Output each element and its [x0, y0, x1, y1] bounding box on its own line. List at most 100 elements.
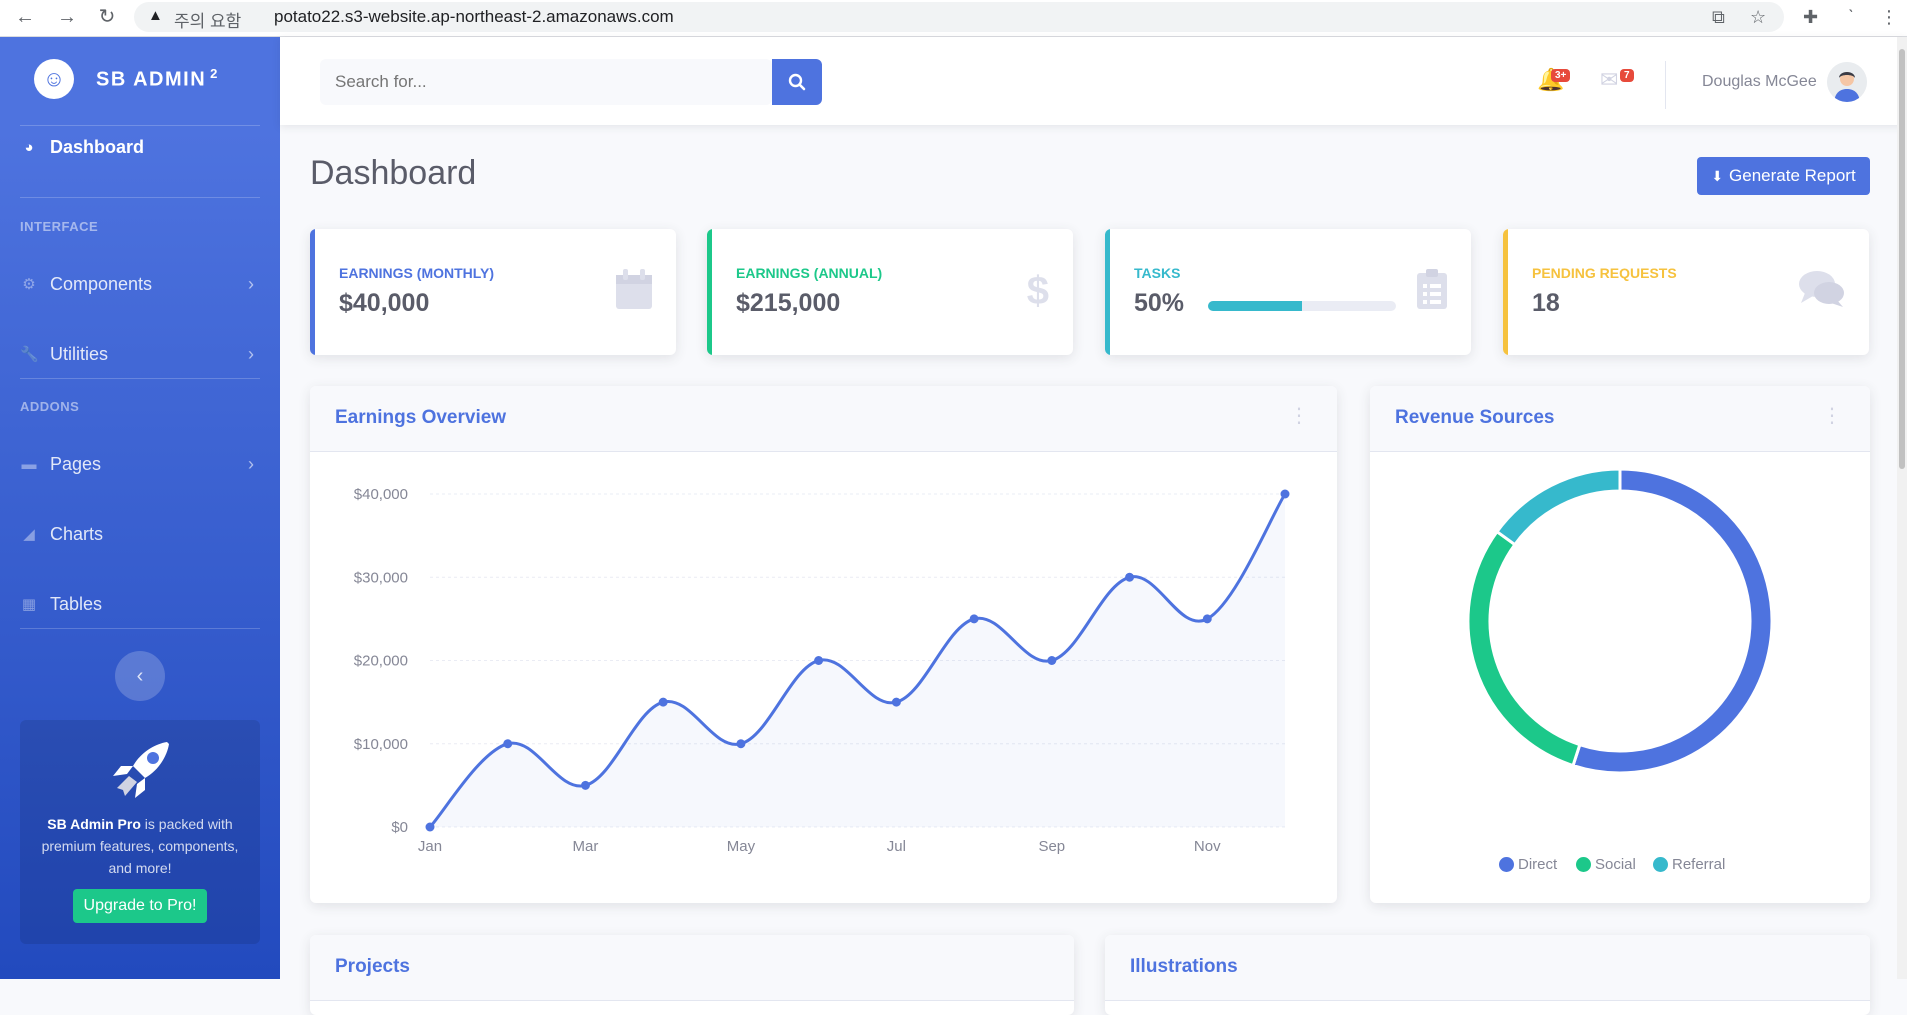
data-point	[425, 822, 435, 832]
forward-arrow-icon[interactable]: →	[57, 6, 77, 28]
generate-report-label: Generate Report	[1729, 166, 1856, 185]
sidebar: ☺ SB ADMIN 2 ◕ Dashboard INTERFACE ⚙ Comp…	[0, 37, 280, 979]
sidebar-divider	[20, 197, 260, 198]
sidebar-heading-addons: ADDONS	[20, 399, 80, 414]
brand-text: SB ADMIN	[96, 68, 207, 91]
legend-item-direct: Direct	[1499, 856, 1557, 873]
card-header: Revenue Sources ⋮	[1370, 386, 1870, 452]
stat-card-pending-requests: Pending Requests 18	[1503, 229, 1869, 355]
sidebar-item-label: Tables	[50, 593, 103, 614]
search-input[interactable]	[320, 59, 760, 105]
comments-icon	[1799, 269, 1845, 319]
clipboard-list-icon	[1417, 269, 1447, 319]
messages-badge: 7	[1620, 69, 1634, 82]
illustrations-card: Illustrations	[1105, 935, 1870, 1015]
legend-item-referral: Referral	[1653, 856, 1725, 873]
sidebar-item-charts[interactable]: ◢ Charts	[20, 519, 260, 549]
earnings-overview-card: Earnings Overview ⋮ $0 $10,000 $20,000 $30,…	[310, 386, 1337, 903]
profile-icon[interactable]: ˋ	[1848, 7, 1854, 27]
sidebar-item-label: Dashboard	[50, 136, 145, 157]
legend-dot	[1576, 857, 1591, 872]
card-accent-bar	[1105, 229, 1110, 355]
generate-report-button[interactable]: ⬇ Generate Report	[1697, 157, 1870, 195]
menu-dots-icon[interactable]: ⋮	[1880, 7, 1898, 27]
url-text[interactable]: potato22.s3-website.ap-northeast-2.amazo…	[274, 7, 674, 26]
y-tick-label: $0	[391, 819, 408, 836]
sidebar-toggle-button[interactable]: ‹	[115, 651, 165, 701]
translate-icon[interactable]: ⧉	[1712, 7, 1725, 27]
card-header: Illustrations	[1105, 935, 1870, 1001]
sidebar-item-label: Utilities	[50, 343, 109, 364]
x-tick-label: Sep	[1038, 838, 1065, 855]
scrollbar-thumb[interactable]	[1899, 49, 1905, 469]
address-bar[interactable]: ▲ 주의 요함 potato22.s3-website.ap-northeast…	[134, 2, 1784, 32]
avatar[interactable]	[1827, 62, 1867, 102]
data-point	[580, 780, 590, 790]
sidebar-item-pages[interactable]: ▬ Pages ›	[20, 449, 260, 479]
download-icon: ⬇	[1711, 167, 1724, 184]
envelope-icon[interactable]: ✉	[1600, 67, 1619, 92]
card-header: Projects	[310, 935, 1074, 1001]
stat-value: $215,000	[736, 289, 841, 317]
x-tick-label: Mar	[573, 838, 599, 855]
rocket-illustration	[20, 738, 260, 805]
calendar-icon	[616, 269, 652, 319]
donut-slice-direct	[1571, 467, 1774, 775]
brand-link[interactable]: ☺ SB ADMIN 2	[34, 59, 219, 99]
sidebar-item-tables[interactable]: ▦ Tables	[20, 589, 260, 619]
stat-card-earnings-monthly: Earnings (Monthly) $40,000	[310, 229, 676, 355]
search-button[interactable]	[772, 59, 822, 105]
data-point	[814, 656, 824, 665]
user-name[interactable]: Douglas McGee	[1702, 73, 1817, 90]
wrench-icon: 🔧	[20, 346, 39, 363]
topbar: 🔔 3+ ✉ 7 Douglas McGee	[280, 37, 1907, 125]
sidebar-item-components[interactable]: ⚙ Components ›	[20, 269, 260, 299]
sidebar-item-dashboard[interactable]: ◕ Dashboard	[20, 122, 260, 172]
stat-value: $40,000	[339, 289, 430, 317]
progress-fill	[1208, 301, 1302, 311]
alerts-badge: 3+	[1551, 69, 1571, 82]
x-tick-label: Jul	[887, 838, 906, 855]
stat-label: Tasks	[1134, 265, 1181, 281]
x-tick-label: Jan	[418, 838, 442, 855]
extensions-icon[interactable]: ✚	[1803, 7, 1819, 27]
card-accent-bar	[707, 229, 712, 355]
legend-label: Social	[1595, 856, 1636, 873]
legend-dot	[1499, 857, 1514, 872]
card-accent-bar	[310, 229, 315, 355]
warning-icon[interactable]: ▲	[148, 7, 163, 24]
chart-area-icon: ◢	[23, 526, 35, 543]
cog-icon: ⚙	[22, 276, 36, 293]
card-title: Illustrations	[1130, 956, 1238, 977]
stat-value: 18	[1532, 289, 1560, 317]
stat-card-earnings-annual: Earnings (Annual) $215,000 $	[707, 229, 1073, 355]
sidebar-item-label: Charts	[50, 523, 104, 544]
chevron-right-icon: ›	[248, 453, 254, 474]
browser-toolbar: ← → ↻ ▲ 주의 요함 potato22.s3-website.ap-nor…	[0, 0, 1907, 37]
back-arrow-icon[interactable]: ←	[15, 6, 35, 28]
sidebar-heading-interface: INTERFACE	[20, 219, 99, 234]
y-tick-label: $40,000	[354, 486, 408, 503]
insecure-label[interactable]: 주의 요함	[174, 12, 242, 31]
data-point	[1047, 656, 1057, 665]
chevron-left-icon: ‹	[136, 664, 144, 687]
card-accent-bar	[1503, 229, 1508, 355]
revenue-sources-card: Revenue Sources ⋮	[1370, 386, 1870, 903]
page-scrollbar[interactable]	[1897, 37, 1907, 979]
legend-label: Referral	[1672, 856, 1726, 873]
search-icon	[788, 73, 806, 91]
reload-icon[interactable]: ↻	[98, 6, 116, 28]
x-tick-label: May	[727, 838, 756, 855]
sidebar-divider	[20, 125, 260, 126]
chevron-right-icon: ›	[248, 273, 254, 294]
data-point	[736, 739, 746, 749]
bookmark-star-icon[interactable]: ☆	[1750, 7, 1767, 27]
sidebar-divider	[20, 378, 260, 379]
data-point	[1280, 489, 1290, 499]
laugh-wink-icon: ☺	[34, 59, 74, 99]
upgrade-button[interactable]: Upgrade to Pro!	[72, 889, 208, 923]
ellipsis-vertical-icon[interactable]: ⋮	[1822, 405, 1842, 427]
data-point	[969, 614, 979, 624]
ellipsis-vertical-icon[interactable]: ⋮	[1289, 405, 1309, 427]
sidebar-item-utilities[interactable]: 🔧 Utilities ›	[20, 339, 260, 369]
